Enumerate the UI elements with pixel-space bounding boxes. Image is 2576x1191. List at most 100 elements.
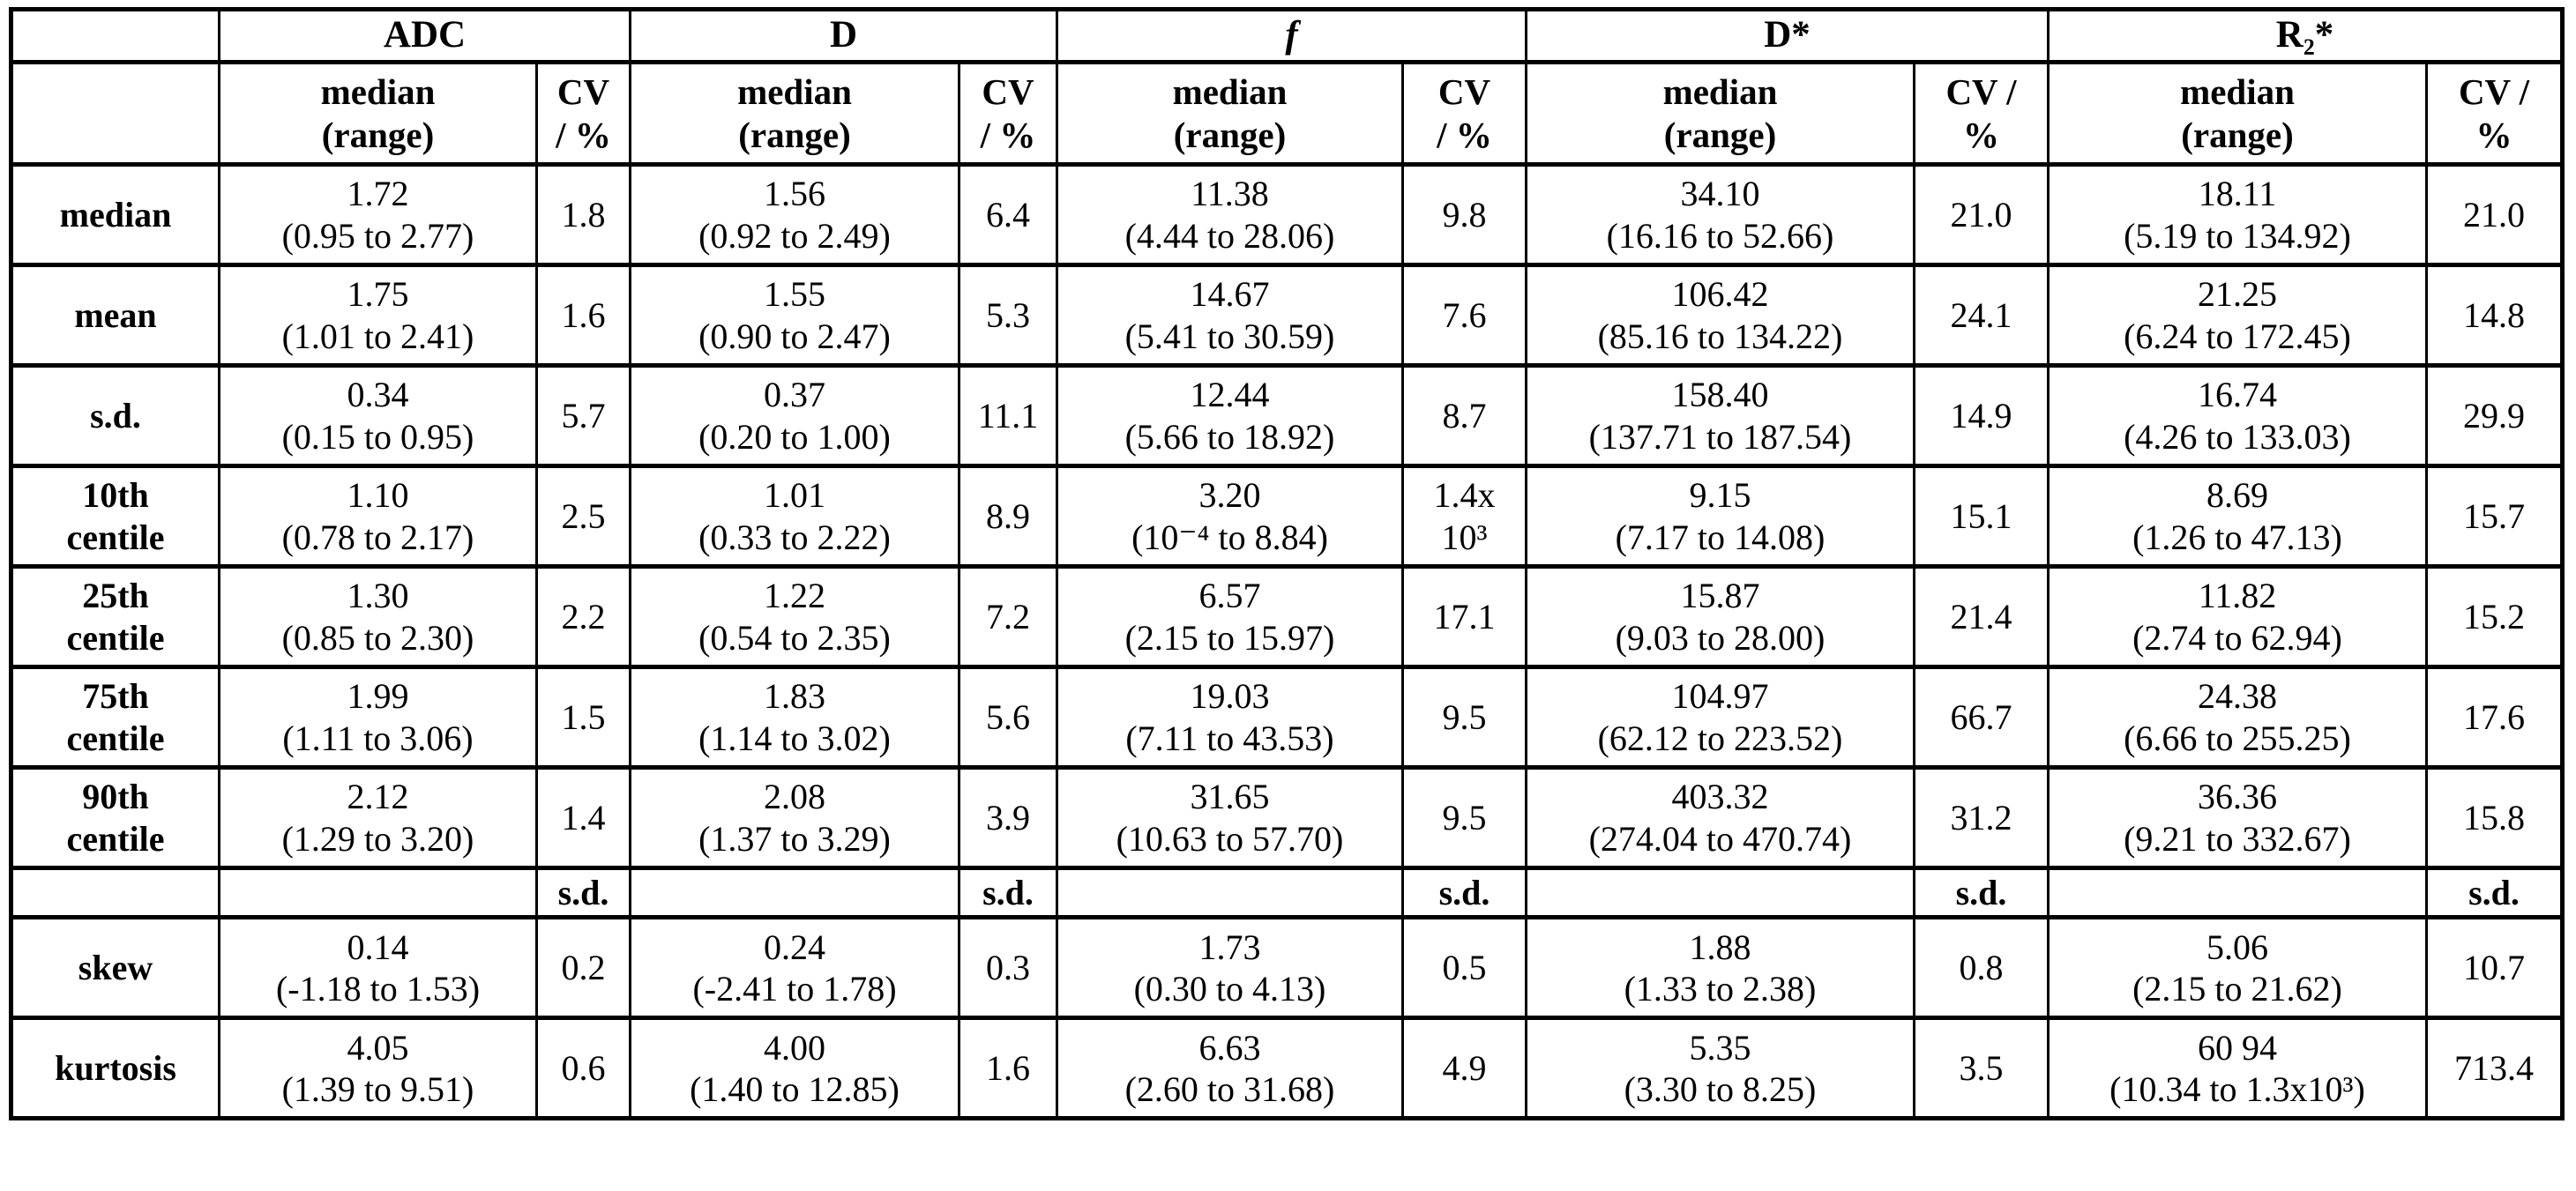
cv-cell: 21.0 <box>2425 162 2564 267</box>
table-row: skew 0.14 (-1.18 to 1.53) 0.2 0.24 (-2.41 t… <box>10 915 2564 1021</box>
median-range-cell: 158.40 (137.71 to 187.54) <box>1525 363 1915 468</box>
median-range-cell: 1.83 (1.14 to 3.02) <box>629 665 960 770</box>
cv-cell: 10.7 <box>2425 915 2564 1021</box>
group-header-d: D <box>629 7 1058 64</box>
median-range-cell: 5.35 (3.30 to 8.25) <box>1525 1016 1915 1121</box>
cv-cell: 0.5 <box>1401 915 1527 1021</box>
median-range-cell: 106.42 (85.16 to 134.22) <box>1525 263 1915 368</box>
cv-cell: 14.9 <box>1913 363 2050 468</box>
cv-cell: 1.4x 10³ <box>1401 464 1527 569</box>
median-range-cell: 19.03 (7.11 to 43.53) <box>1056 665 1404 770</box>
row-label: skew <box>10 915 220 1021</box>
table-body: median 1.72 (0.95 to 2.77) 1.8 1.56 (0.92 t… <box>10 162 2564 1121</box>
median-range-cell: 18.11 (5.19 to 134.92) <box>2047 162 2428 267</box>
cv-cell: 8.9 <box>958 464 1058 569</box>
cv-cell: 17.6 <box>2425 665 2564 770</box>
median-range-cell: 12.44 (5.66 to 18.92) <box>1056 363 1404 468</box>
cv-cell: s.d. <box>958 865 1058 920</box>
median-range-cell: 11.82 (2.74 to 62.94) <box>2047 564 2428 669</box>
cv-cell: 29.9 <box>2425 363 2564 468</box>
cv-cell: 31.2 <box>1913 765 2050 870</box>
statistics-table: ADC D f D* R₂* median (range) CV / % med… <box>9 7 2565 1121</box>
cv-cell: 0.6 <box>535 1016 631 1121</box>
median-range-cell: 1.30 (0.85 to 2.30) <box>218 564 538 669</box>
row-label: 25th centile <box>10 564 220 669</box>
cv-cell: 6.4 <box>958 162 1058 267</box>
median-range-cell: 1.22 (0.54 to 2.35) <box>629 564 960 669</box>
median-range-cell: 1.56 (0.92 to 2.49) <box>629 162 960 267</box>
corner-cell <box>10 7 220 64</box>
cv-cell: 3.9 <box>958 765 1058 870</box>
cv-cell: s.d. <box>2425 865 2564 920</box>
cv-cell: 9.8 <box>1401 162 1527 267</box>
median-range-cell: 34.10 (16.16 to 52.66) <box>1525 162 1915 267</box>
cv-header-adc: CV / % <box>535 60 631 167</box>
cv-cell: s.d. <box>1401 865 1527 920</box>
cv-cell: 21.4 <box>1913 564 2050 669</box>
row-label: 10th centile <box>10 464 220 569</box>
cv-cell: 9.5 <box>1401 765 1527 870</box>
cv-cell: 17.1 <box>1401 564 1527 669</box>
median-range-cell: 8.69 (1.26 to 47.13) <box>2047 464 2428 569</box>
median-range-cell: 15.87 (9.03 to 28.00) <box>1525 564 1915 669</box>
cv-cell: 66.7 <box>1913 665 2050 770</box>
median-range-cell: 403.32 (274.04 to 470.74) <box>1525 765 1915 870</box>
median-range-cell: 14.67 (5.41 to 30.59) <box>1056 263 1404 368</box>
table-row: s.d. 0.34 (0.15 to 0.95) 5.7 0.37 (0.20 to … <box>10 363 2564 468</box>
median-range-cell: 3.20 (10⁻⁴ to 8.84) <box>1056 464 1404 569</box>
cv-header-r2star: CV / % <box>2425 60 2564 167</box>
group-header-adc: ADC <box>218 7 631 64</box>
median-range-cell: 11.38 (4.44 to 28.06) <box>1056 162 1404 267</box>
median-range-cell: 2.08 (1.37 to 3.29) <box>629 765 960 870</box>
corner-cell-sub <box>10 60 220 167</box>
cv-header-d: CV / % <box>958 60 1058 167</box>
cv-cell: 5.7 <box>535 363 631 468</box>
table-row: 75th centile 1.99 (1.11 to 3.06) 1.5 1.83 (… <box>10 665 2564 770</box>
group-header-r2star: R₂* <box>2047 7 2564 64</box>
median-range-cell: 1.01 (0.33 to 2.22) <box>629 464 960 569</box>
cv-cell: s.d. <box>1913 865 2050 920</box>
median-range-header-d: median (range) <box>629 60 960 167</box>
group-header-f: f <box>1056 7 1527 64</box>
median-range-cell: 60 94 (10.34 to 1.3x10³) <box>2047 1016 2428 1121</box>
median-range-cell: 31.65 (10.63 to 57.70) <box>1056 765 1404 870</box>
median-range-cell: 1.73 (0.30 to 4.13) <box>1056 915 1404 1021</box>
median-range-cell: 1.10 (0.78 to 2.17) <box>218 464 538 569</box>
row-label: s.d. <box>10 363 220 468</box>
cv-cell: 15.7 <box>2425 464 2564 569</box>
median-range-cell <box>2047 865 2428 920</box>
median-range-cell: 0.34 (0.15 to 0.95) <box>218 363 538 468</box>
cv-cell: 15.2 <box>2425 564 2564 669</box>
median-range-cell: 0.24 (-2.41 to 1.78) <box>629 915 960 1021</box>
cv-cell: 5.6 <box>958 665 1058 770</box>
page: ADC D f D* R₂* median (range) CV / % med… <box>9 7 2565 1121</box>
table-row: 90th centile 2.12 (1.29 to 3.20) 1.4 2.08 (… <box>10 765 2564 870</box>
cv-cell: 7.2 <box>958 564 1058 669</box>
median-range-cell: 0.14 (-1.18 to 1.53) <box>218 915 538 1021</box>
cv-cell: 14.8 <box>2425 263 2564 368</box>
cv-cell: 24.1 <box>1913 263 2050 368</box>
median-range-cell: 6.57 (2.15 to 15.97) <box>1056 564 1404 669</box>
cv-cell: 1.4 <box>535 765 631 870</box>
sub-header-row: median (range) CV / % median (range) CV … <box>10 60 2564 167</box>
row-label: 75th centile <box>10 665 220 770</box>
median-range-cell: 24.38 (6.66 to 255.25) <box>2047 665 2428 770</box>
cv-cell: 1.5 <box>535 665 631 770</box>
median-range-cell: 36.36 (9.21 to 332.67) <box>2047 765 2428 870</box>
cv-cell: 1.6 <box>958 1016 1058 1121</box>
median-range-cell: 1.99 (1.11 to 3.06) <box>218 665 538 770</box>
cv-header-dstar: CV / % <box>1913 60 2050 167</box>
table-row: 25th centile 1.30 (0.85 to 2.30) 2.2 1.22 (… <box>10 564 2564 669</box>
cv-cell: 21.0 <box>1913 162 2050 267</box>
cv-cell: 11.1 <box>958 363 1058 468</box>
row-label: kurtosis <box>10 1016 220 1121</box>
row-label: median <box>10 162 220 267</box>
median-range-cell: 1.75 (1.01 to 2.41) <box>218 263 538 368</box>
table-row: mean 1.75 (1.01 to 2.41) 1.6 1.55 (0.90 to … <box>10 263 2564 368</box>
median-range-cell: 16.74 (4.26 to 133.03) <box>2047 363 2428 468</box>
cv-cell: 0.3 <box>958 915 1058 1021</box>
sd-subheader-row: s.d. s.d. s.d. s.d. s.d. <box>10 865 2564 920</box>
median-range-header-adc: median (range) <box>218 60 538 167</box>
row-label <box>10 865 220 920</box>
median-range-cell: 1.55 (0.90 to 2.47) <box>629 263 960 368</box>
